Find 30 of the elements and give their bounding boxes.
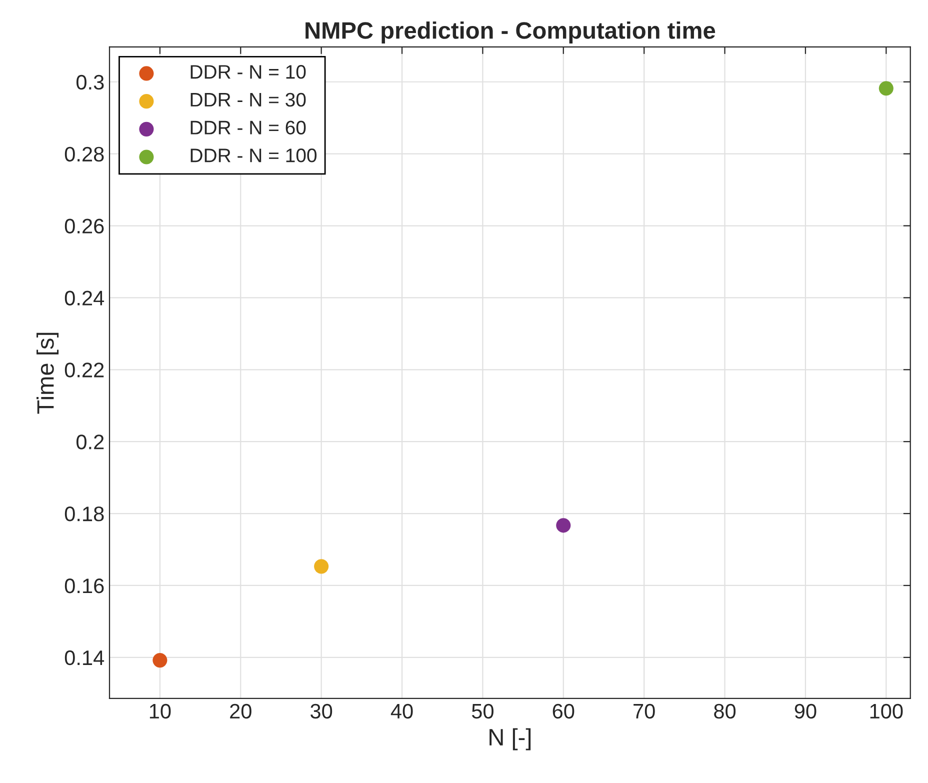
y-tick-label: 0.24 (64, 290, 104, 306)
point (314, 559, 329, 574)
y-axis-title: Time [s] (36, 332, 59, 414)
x-tick-label: 60 (552, 704, 574, 719)
legend-label: DDR - N = 100 (190, 148, 317, 162)
x-tick-label: 80 (714, 704, 736, 719)
x-tick-label: 100 (870, 704, 903, 719)
x-tick-label: 40 (390, 704, 413, 719)
x-tick-label: 20 (230, 704, 252, 719)
point (152, 653, 168, 668)
legend-label: DDR - N = 30 (190, 92, 306, 107)
x-tick-label: 90 (794, 704, 816, 719)
legend-label: DDR - N = 10 (190, 64, 306, 79)
x-tick-label: 70 (634, 704, 655, 719)
x-tick-label: 50 (472, 704, 494, 719)
x-tick-label: 10 (150, 704, 171, 719)
x-tick-label: 30 (310, 704, 332, 719)
y-tick-label: 0.2 (76, 434, 104, 450)
y-tick-label: 0.18 (64, 506, 104, 522)
point (878, 81, 894, 96)
y-tick-label: 0.26 (64, 218, 104, 234)
y-tick-label: 0.28 (64, 146, 104, 162)
y-tick-label: 0.14 (64, 650, 104, 666)
x-axis-title: N [-] (490, 728, 531, 750)
chart-title: NMPC prediction - Computation time (306, 22, 716, 44)
legend-label: DDR - N = 60 (190, 120, 306, 134)
y-tick-label: 0.3 (76, 74, 104, 90)
y-tick-label: 0.16 (64, 578, 104, 594)
y-tick-label: 0.22 (64, 362, 104, 378)
point (556, 518, 571, 533)
